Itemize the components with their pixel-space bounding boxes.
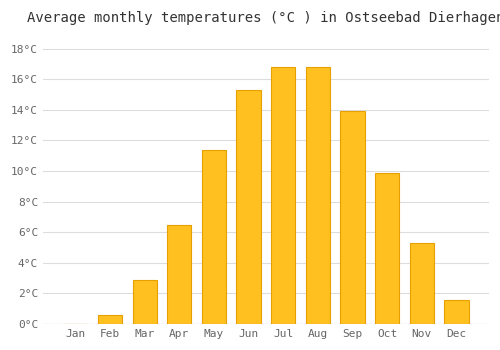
Bar <box>375 173 400 324</box>
Bar <box>167 225 192 324</box>
Title: Average monthly temperatures (°C ) in Ostseebad Dierhagen: Average monthly temperatures (°C ) in Os… <box>27 11 500 25</box>
Bar <box>340 111 364 324</box>
Bar <box>444 300 468 324</box>
Bar <box>236 90 260 324</box>
Bar <box>306 67 330 324</box>
Bar <box>132 280 157 324</box>
Bar <box>271 67 295 324</box>
Bar <box>410 243 434 324</box>
Bar <box>202 149 226 324</box>
Bar <box>98 315 122 324</box>
